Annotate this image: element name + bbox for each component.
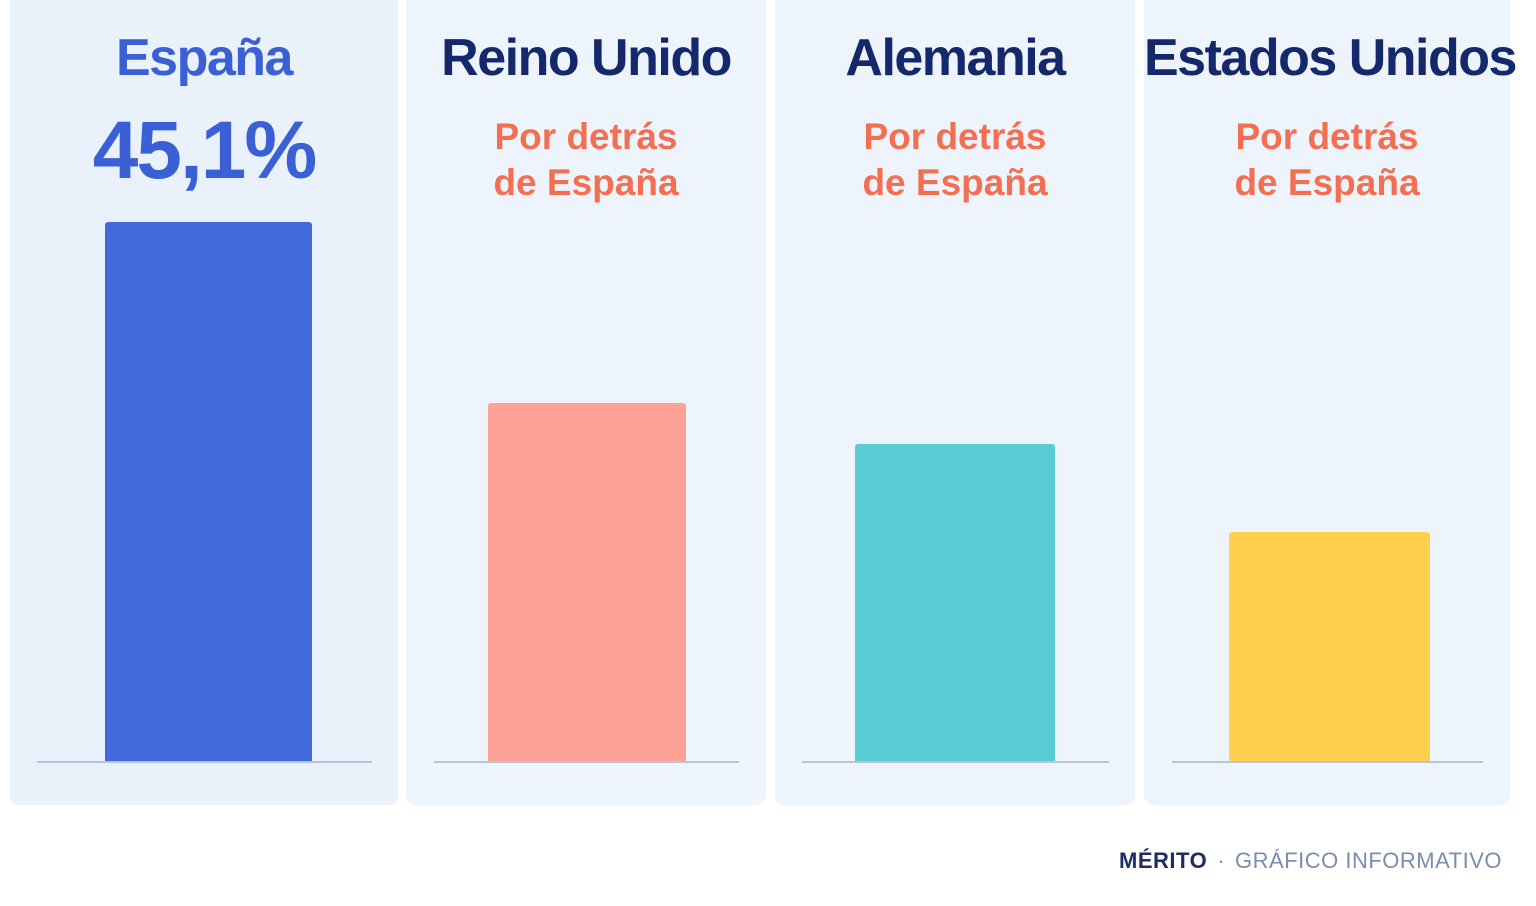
category-label: España: [116, 29, 293, 87]
category-label: Alemania: [845, 29, 1066, 87]
comparison-label-line: de España: [1234, 162, 1420, 203]
comparison-label-line: de España: [493, 162, 679, 203]
baseline: [434, 761, 739, 763]
baseline: [1172, 761, 1483, 763]
category-label: Estados Unidos: [1144, 29, 1517, 87]
baseline: [37, 761, 372, 763]
footer-brand: MÉRITO: [1119, 848, 1208, 873]
comparison-label-line: de España: [862, 162, 1048, 203]
comparison-label: Por detrás de España: [406, 114, 766, 206]
comparison-label: Por detrás de España: [775, 114, 1135, 206]
comparison-label-line: Por detrás: [494, 116, 678, 157]
comparison-label-line: Por detrás: [1235, 116, 1419, 157]
bar: [1229, 532, 1430, 762]
footer-text: GRÁFICO INFORMATIVO: [1235, 848, 1502, 873]
value-label: 45,1%: [92, 105, 318, 196]
comparison-label-line: Por detrás: [863, 116, 1047, 157]
baseline: [802, 761, 1109, 763]
footer-credit: MÉRITO · GRÁFICO INFORMATIVO: [1119, 848, 1502, 874]
chart-panel: Reino Unido Por detrás de España: [406, 0, 766, 805]
category-label: Reino Unido: [441, 29, 732, 87]
bar: [105, 222, 312, 762]
comparison-label: Por detrás de España: [1144, 114, 1510, 206]
bar: [855, 443, 1055, 762]
bar: [488, 402, 686, 762]
footer-separator: ·: [1217, 848, 1226, 873]
